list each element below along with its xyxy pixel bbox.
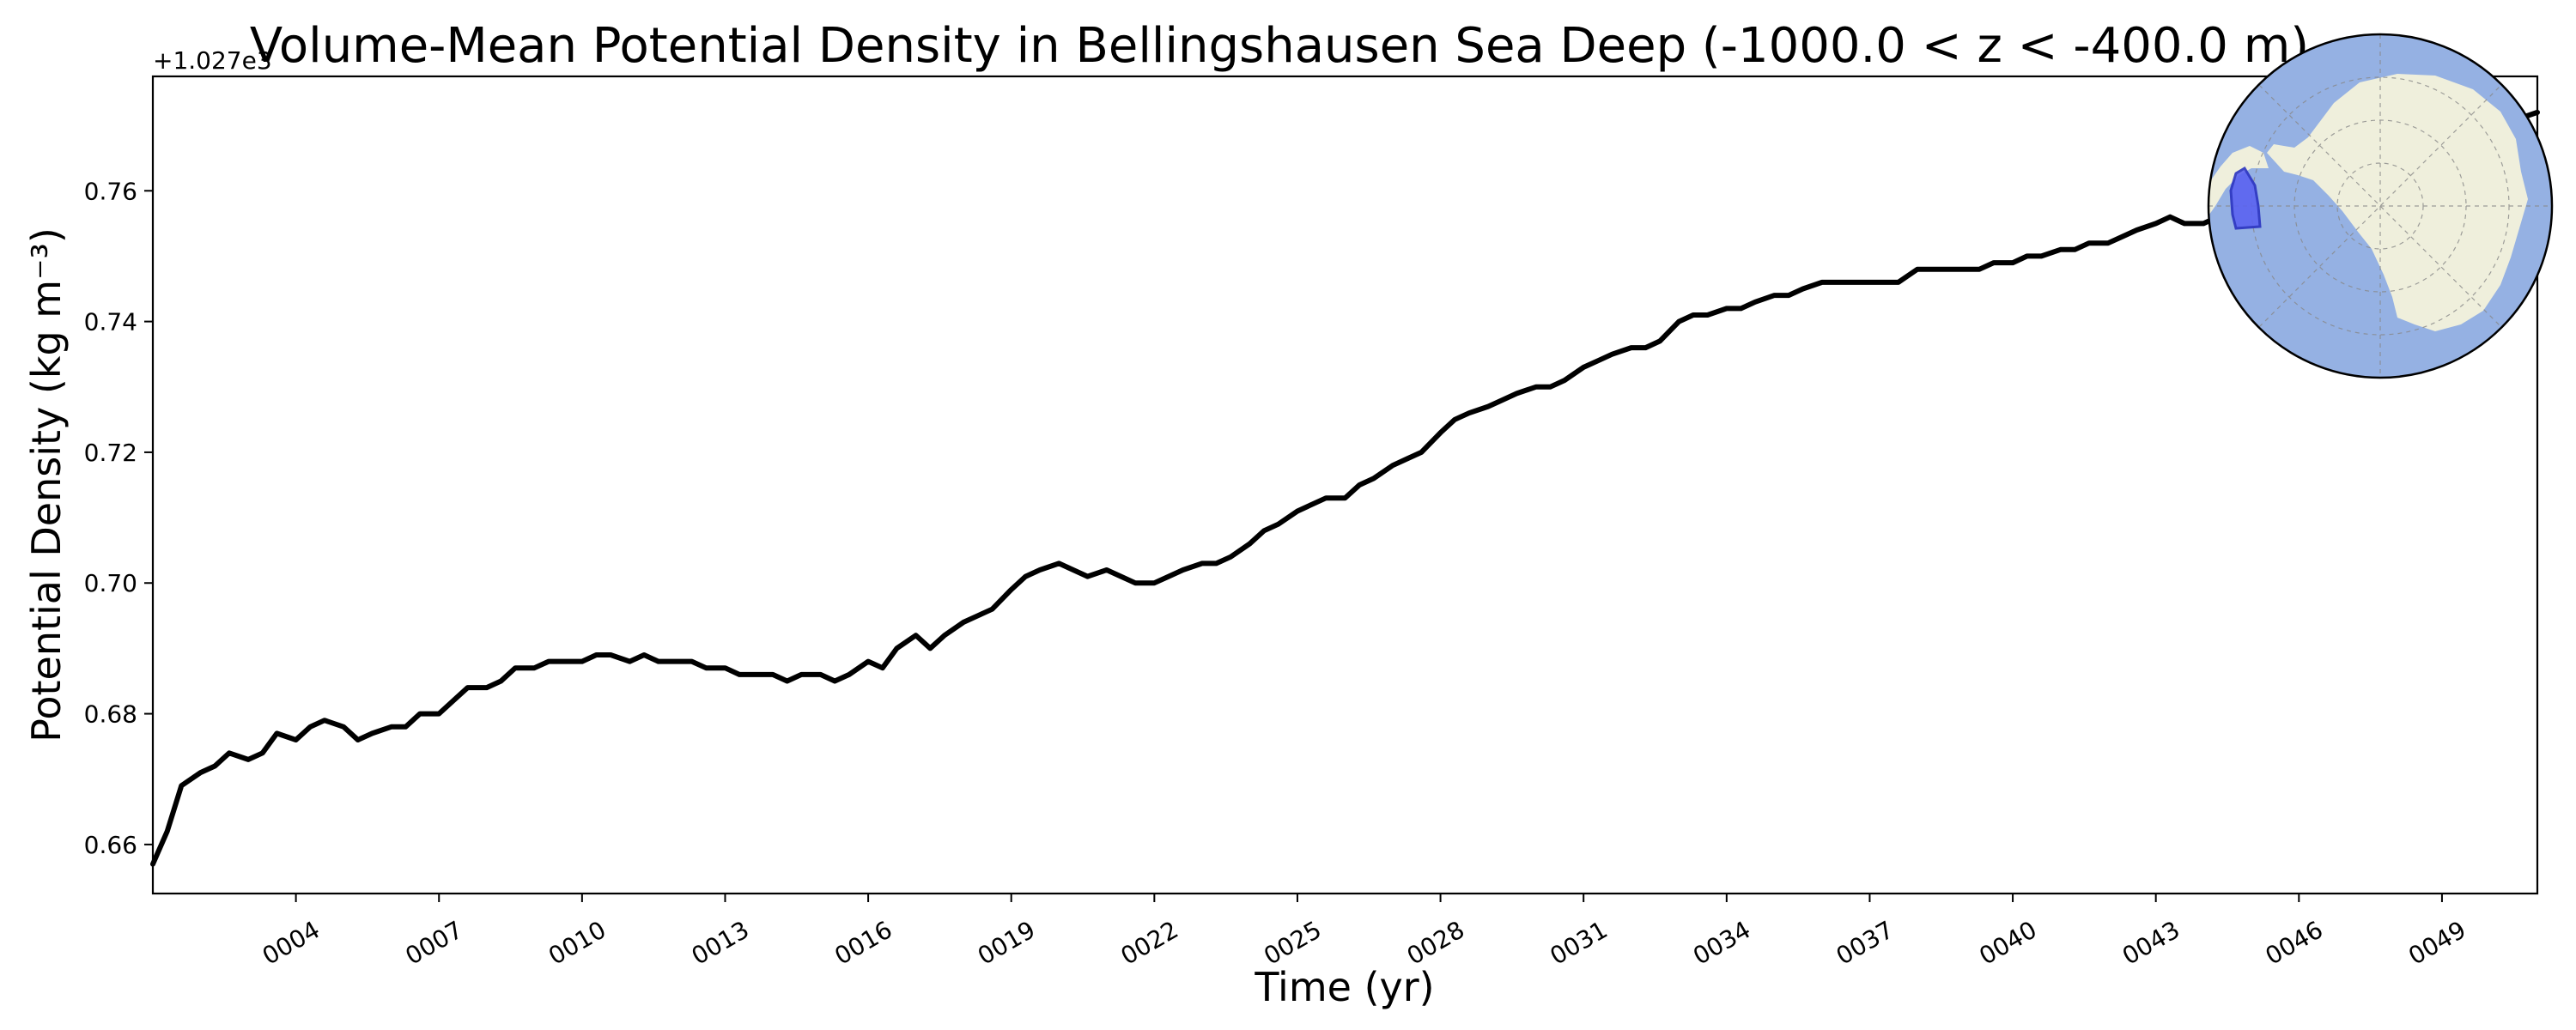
y-tick-label: 0.70 — [84, 569, 137, 597]
map-highlight-region — [2229, 166, 2262, 230]
map-peninsula — [2208, 146, 2269, 218]
y-axis-label: Potential Density (kg m⁻³) — [23, 227, 70, 742]
y-tick-label: 0.74 — [84, 308, 137, 336]
series-line — [150, 109, 2540, 867]
y-tick-label: 0.68 — [84, 700, 137, 729]
y-tick-label: 0.76 — [84, 177, 137, 205]
y-tick-label: 0.72 — [84, 439, 137, 467]
y-offset-label: +1.027e3 — [153, 46, 272, 75]
y-axis-ticks: 0.66 0.68 0.70 0.72 0.74 0.76 — [84, 177, 153, 859]
y-tick-label: 0.66 — [84, 831, 137, 859]
x-axis-label: Time (yr) — [1254, 964, 1434, 1010]
chart-title: Volume-Mean Potential Density in Belling… — [250, 18, 2309, 74]
map-antarctica-land — [2267, 74, 2528, 331]
antarctica-polar-map-icon — [2207, 33, 2554, 379]
plot-frame — [151, 75, 2539, 895]
map-border — [2207, 33, 2554, 379]
